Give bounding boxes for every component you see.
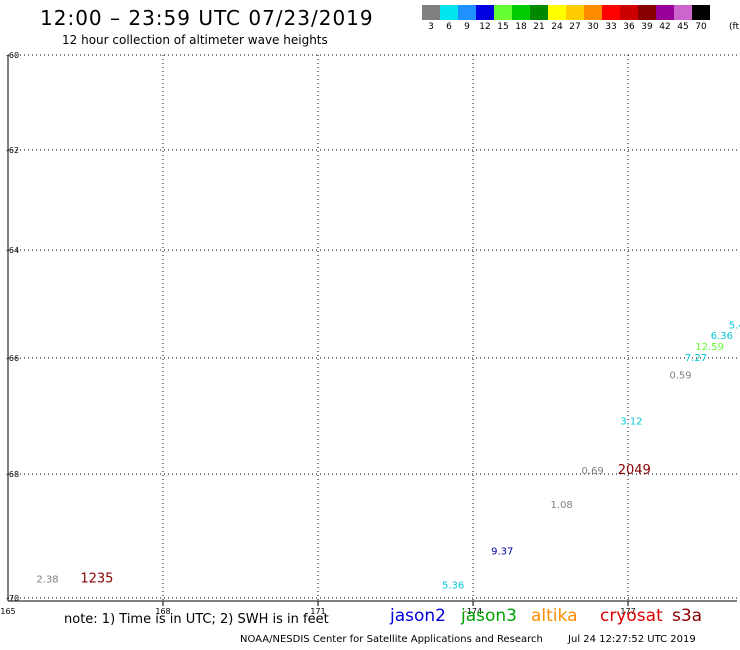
footer-credit: NOAA/NESDIS Center for Satellite Applica… bbox=[240, 634, 543, 645]
lat-tick-label: -62 bbox=[6, 146, 19, 155]
lat-tick-label: -66 bbox=[6, 354, 19, 363]
lat-tick-label: -70 bbox=[6, 594, 19, 603]
legend-label: 30 bbox=[587, 22, 599, 32]
footer-timestamp: Jul 24 12:27:52 UTC 2019 bbox=[568, 634, 696, 645]
legend-swatch bbox=[548, 5, 566, 20]
lon-tick-label: 177 bbox=[620, 607, 635, 616]
legend-label: 70 bbox=[695, 22, 707, 32]
legend-label: 42 bbox=[659, 22, 671, 32]
legend-cell: 70 bbox=[692, 5, 710, 32]
legend-swatch bbox=[566, 5, 584, 20]
wave-height-label: 6.36 bbox=[711, 331, 733, 342]
legend-cell: 9 bbox=[458, 5, 476, 32]
legend-swatch bbox=[656, 5, 674, 20]
lat-tick-label: -60 bbox=[6, 51, 19, 60]
legend-cell: 12 bbox=[476, 5, 494, 32]
legend-cell: 6 bbox=[440, 5, 458, 32]
sat-jason3: jason3 bbox=[461, 606, 517, 626]
lon-tick-label: -174 bbox=[464, 607, 482, 616]
legend-swatch bbox=[512, 5, 530, 20]
legend-cell: 42 bbox=[656, 5, 674, 32]
legend-label: 18 bbox=[515, 22, 527, 32]
legend-label: 39 bbox=[641, 22, 653, 32]
wave-height-label: 0.69 bbox=[582, 466, 604, 477]
legend-label: 33 bbox=[605, 22, 617, 32]
legend-cell: 27 bbox=[566, 5, 584, 32]
wave-height-label: 3.12 bbox=[620, 417, 642, 428]
sat-s3a: s3a bbox=[672, 606, 703, 626]
legend-swatch bbox=[674, 5, 692, 20]
lat-tick-label: -68 bbox=[6, 470, 19, 479]
legend-label: 27 bbox=[569, 22, 581, 32]
legend-label: 21 bbox=[533, 22, 545, 32]
lon-corner-label: 165 bbox=[0, 607, 15, 616]
legend-cell: 33 bbox=[602, 5, 620, 32]
legend-label: 36 bbox=[623, 22, 635, 32]
sat-altika: altika bbox=[531, 606, 578, 626]
sat-jason2: jason2 bbox=[390, 606, 446, 626]
wave-height-label: 1.08 bbox=[551, 500, 573, 511]
legend-cell: 24 bbox=[548, 5, 566, 32]
wave-height-label: 12.59 bbox=[695, 342, 724, 353]
wave-height-label: 5.36 bbox=[442, 581, 464, 592]
legend-cell: 3 bbox=[422, 5, 440, 32]
legend-unit: (ft) bbox=[729, 22, 740, 32]
wave-height-label: 5.44 bbox=[729, 320, 740, 331]
legend-cell: 39 bbox=[638, 5, 656, 32]
legend-swatch bbox=[476, 5, 494, 20]
wave-height-label: 2049 bbox=[618, 463, 651, 478]
map-subtitle: 12 hour collection of altimeter wave hei… bbox=[62, 33, 328, 47]
legend-swatch bbox=[530, 5, 548, 20]
legend-label: 12 bbox=[479, 22, 491, 32]
legend-cell: 18 bbox=[512, 5, 530, 32]
footer: NOAA/NESDIS Center for Satellite Applica… bbox=[240, 634, 718, 645]
sat-cryosat: cryosat bbox=[600, 606, 663, 626]
wave-height-label: 2.38 bbox=[36, 575, 58, 586]
legend-cell: 45 bbox=[674, 5, 692, 32]
legend-swatch bbox=[494, 5, 512, 20]
wave-height-label: 0.59 bbox=[669, 370, 691, 381]
legend-label: 15 bbox=[497, 22, 509, 32]
legend-swatch bbox=[638, 5, 656, 20]
lon-tick-label: 168 bbox=[155, 607, 170, 616]
lat-tick-label: -64 bbox=[6, 246, 19, 255]
lon-tick-label: 171 bbox=[310, 607, 325, 616]
wave-height-label: 7.27 bbox=[685, 353, 707, 364]
wave-height-label: 9.37 bbox=[491, 547, 513, 558]
legend-cell: 15 bbox=[494, 5, 512, 32]
legend-cell: 30 bbox=[584, 5, 602, 32]
legend-swatch bbox=[458, 5, 476, 20]
legend-swatch bbox=[440, 5, 458, 20]
wave-height-label: 1235 bbox=[80, 572, 113, 587]
legend-swatch bbox=[602, 5, 620, 20]
legend-cell: 21 bbox=[530, 5, 548, 32]
legend-swatch bbox=[422, 5, 440, 20]
legend-label: 6 bbox=[446, 22, 452, 32]
legend-swatch bbox=[692, 5, 710, 20]
legend-swatch bbox=[620, 5, 638, 20]
legend-cell: 36 bbox=[620, 5, 638, 32]
legend-label: 3 bbox=[428, 22, 434, 32]
legend-label: 24 bbox=[551, 22, 563, 32]
legend-label: 9 bbox=[464, 22, 470, 32]
legend-label: 45 bbox=[677, 22, 689, 32]
note-text: note: 1) Time is in UTC; 2) SWH is in fe… bbox=[64, 612, 329, 627]
map-title: 12:00 – 23:59 UTC 07/23/2019 bbox=[40, 6, 374, 30]
legend-swatch bbox=[584, 5, 602, 20]
